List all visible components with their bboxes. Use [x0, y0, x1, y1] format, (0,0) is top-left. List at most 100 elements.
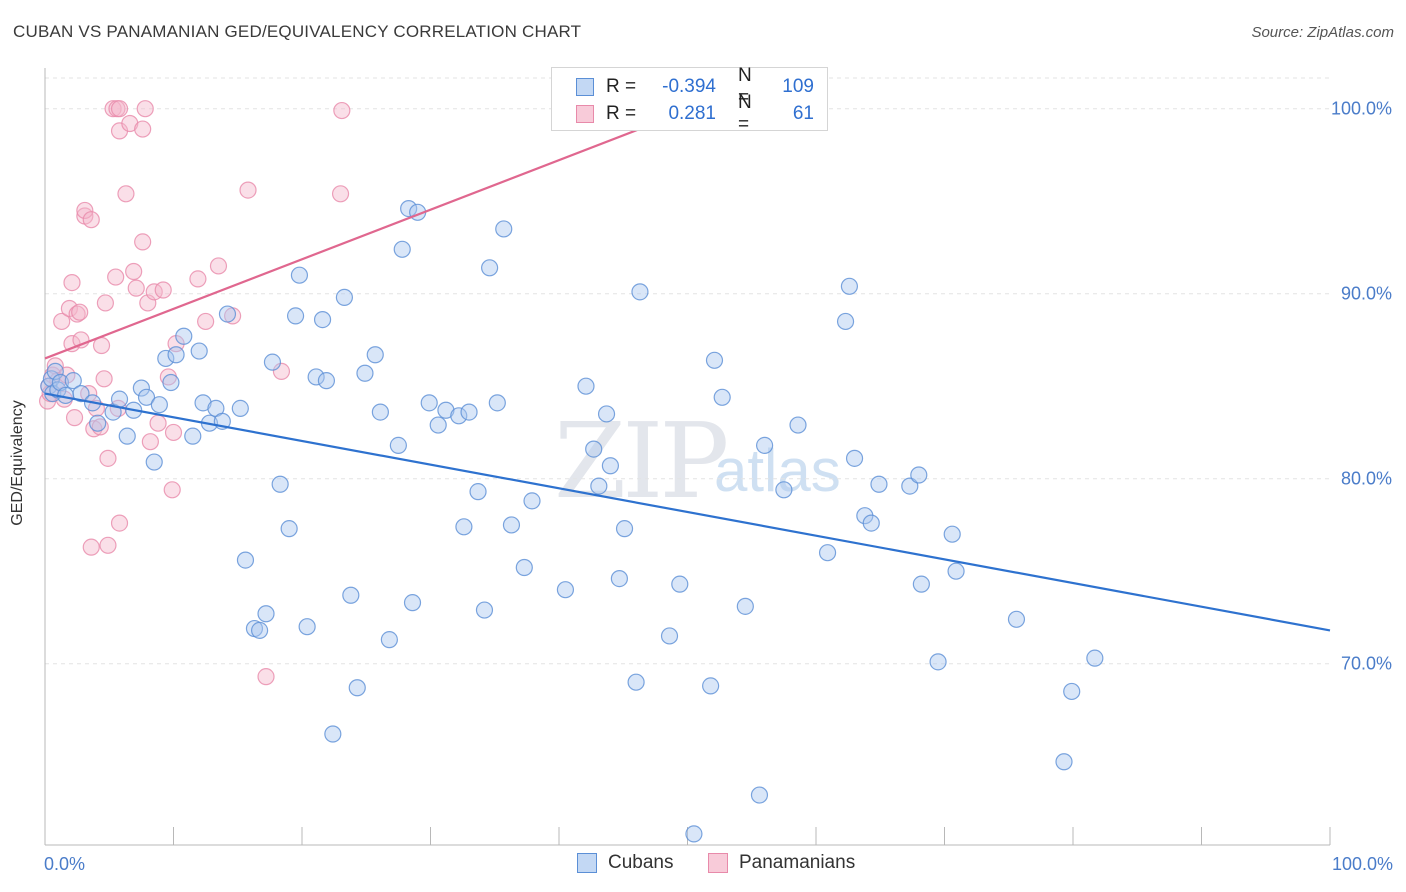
panamanian-point [154, 281, 172, 299]
x-tick-label: 100.0% [1332, 854, 1393, 874]
panamanian-point [141, 433, 159, 451]
cuban-point [280, 520, 298, 538]
r-label: R = [606, 103, 637, 124]
panamanian-point [117, 185, 135, 203]
series-legend: Cubans Panamanians [0, 852, 1406, 878]
panamanian-point [63, 274, 81, 292]
panamanian-point [110, 100, 129, 118]
cuban-point [89, 414, 107, 432]
cuban-point [356, 364, 374, 382]
cuban-point [713, 388, 731, 406]
cuban-point [775, 481, 793, 499]
cuban-point [317, 372, 336, 390]
cuban-point [750, 786, 769, 804]
cuban-point [943, 525, 961, 543]
panamanian-point [149, 414, 167, 432]
cuban-point [389, 436, 407, 454]
cuban-point [290, 266, 309, 284]
cuban-point [348, 679, 366, 697]
cuban-point [929, 653, 947, 671]
cuban-point [685, 825, 703, 843]
panamanian-point [46, 357, 64, 375]
r-label: R = [606, 76, 637, 97]
cuban-point [250, 621, 269, 640]
cuban-point [736, 597, 754, 615]
cuban-trend-line [44, 392, 1331, 632]
panamanian-point [209, 257, 228, 275]
panamanian-point [110, 514, 129, 532]
panamanian-point [189, 270, 207, 288]
y-tick-label: 80.0% [1341, 469, 1392, 489]
cuban-point [313, 311, 332, 329]
cuban-point [132, 379, 150, 397]
cuban-point [324, 725, 342, 743]
panamanian-point [125, 262, 143, 281]
cuban-point [910, 466, 928, 484]
n-label: N = [738, 92, 752, 135]
panamanian-point [104, 100, 122, 118]
cuban-point [455, 518, 473, 536]
cuban-point [400, 200, 418, 218]
panamanian-point [65, 409, 84, 427]
panamanian-point [239, 181, 257, 199]
cuban-point [870, 475, 888, 493]
cuban-point [862, 514, 880, 532]
cuban-point [236, 551, 255, 569]
panamanian-point [164, 423, 183, 442]
y-tick-label: 100.0% [1331, 99, 1392, 119]
cuban-point [403, 594, 422, 612]
cuban-point [1007, 610, 1026, 628]
cuban-point [502, 516, 521, 534]
cuban-point [450, 407, 468, 425]
legend-item-cubans[interactable]: Cubans [577, 852, 674, 874]
cuban-point [150, 396, 168, 414]
cubans-legend-swatch [577, 853, 597, 873]
cuban-point [218, 305, 237, 323]
cuban-point [175, 327, 193, 345]
cuban-point [515, 558, 533, 577]
cubans-legend-label: Cubans [608, 852, 674, 873]
cubans-n-value: 109 [782, 76, 814, 97]
cuban-point [556, 581, 575, 599]
cuban-point [705, 351, 724, 369]
panamanians-swatch [576, 105, 594, 123]
cuban-point [610, 569, 628, 588]
cuban-point [585, 440, 603, 458]
cuban-point [590, 477, 608, 495]
panamanian-point [163, 481, 181, 499]
cuban-point [755, 436, 774, 454]
panamanian-point [99, 536, 117, 554]
watermark-atlas: atlas [714, 437, 841, 504]
cuban-point [231, 399, 249, 417]
cubans-r-value: -0.394 [662, 76, 716, 97]
cuban-point [184, 427, 202, 445]
grid-layer [45, 77, 1330, 665]
panamanians-r-value: 0.281 [668, 103, 716, 124]
panamanian-point [107, 268, 125, 286]
stats-legend: R = -0.394 N = 109 R = 0.281 N = 61 [551, 65, 828, 135]
cuban-point [523, 492, 541, 510]
cuban-point [845, 449, 864, 467]
cuban-point [46, 362, 64, 380]
cuban-point [469, 483, 487, 501]
cuban-point [631, 283, 649, 301]
points-layer [38, 100, 1104, 843]
cuban-point [167, 346, 185, 364]
chart-title: CUBAN VS PANAMANIAN GED/EQUIVALENCY CORR… [13, 22, 582, 41]
cuban-point [307, 368, 325, 386]
panamanian-point [68, 305, 86, 323]
cuban-point [51, 373, 70, 392]
panamanian-point [95, 370, 113, 388]
cuban-point [190, 342, 208, 360]
cuban-point [481, 259, 499, 277]
cuban-point [257, 605, 275, 623]
cuban-point [194, 394, 212, 412]
panamanian-point [134, 233, 152, 251]
panamanian-point [96, 294, 114, 312]
panamanian-point [76, 201, 94, 220]
panamanians-legend-label: Panamanians [739, 852, 856, 873]
cuban-point [789, 416, 807, 434]
cuban-point [1055, 753, 1073, 771]
cuban-point [263, 353, 282, 371]
legend-item-panamanians[interactable]: Panamanians [708, 852, 855, 874]
